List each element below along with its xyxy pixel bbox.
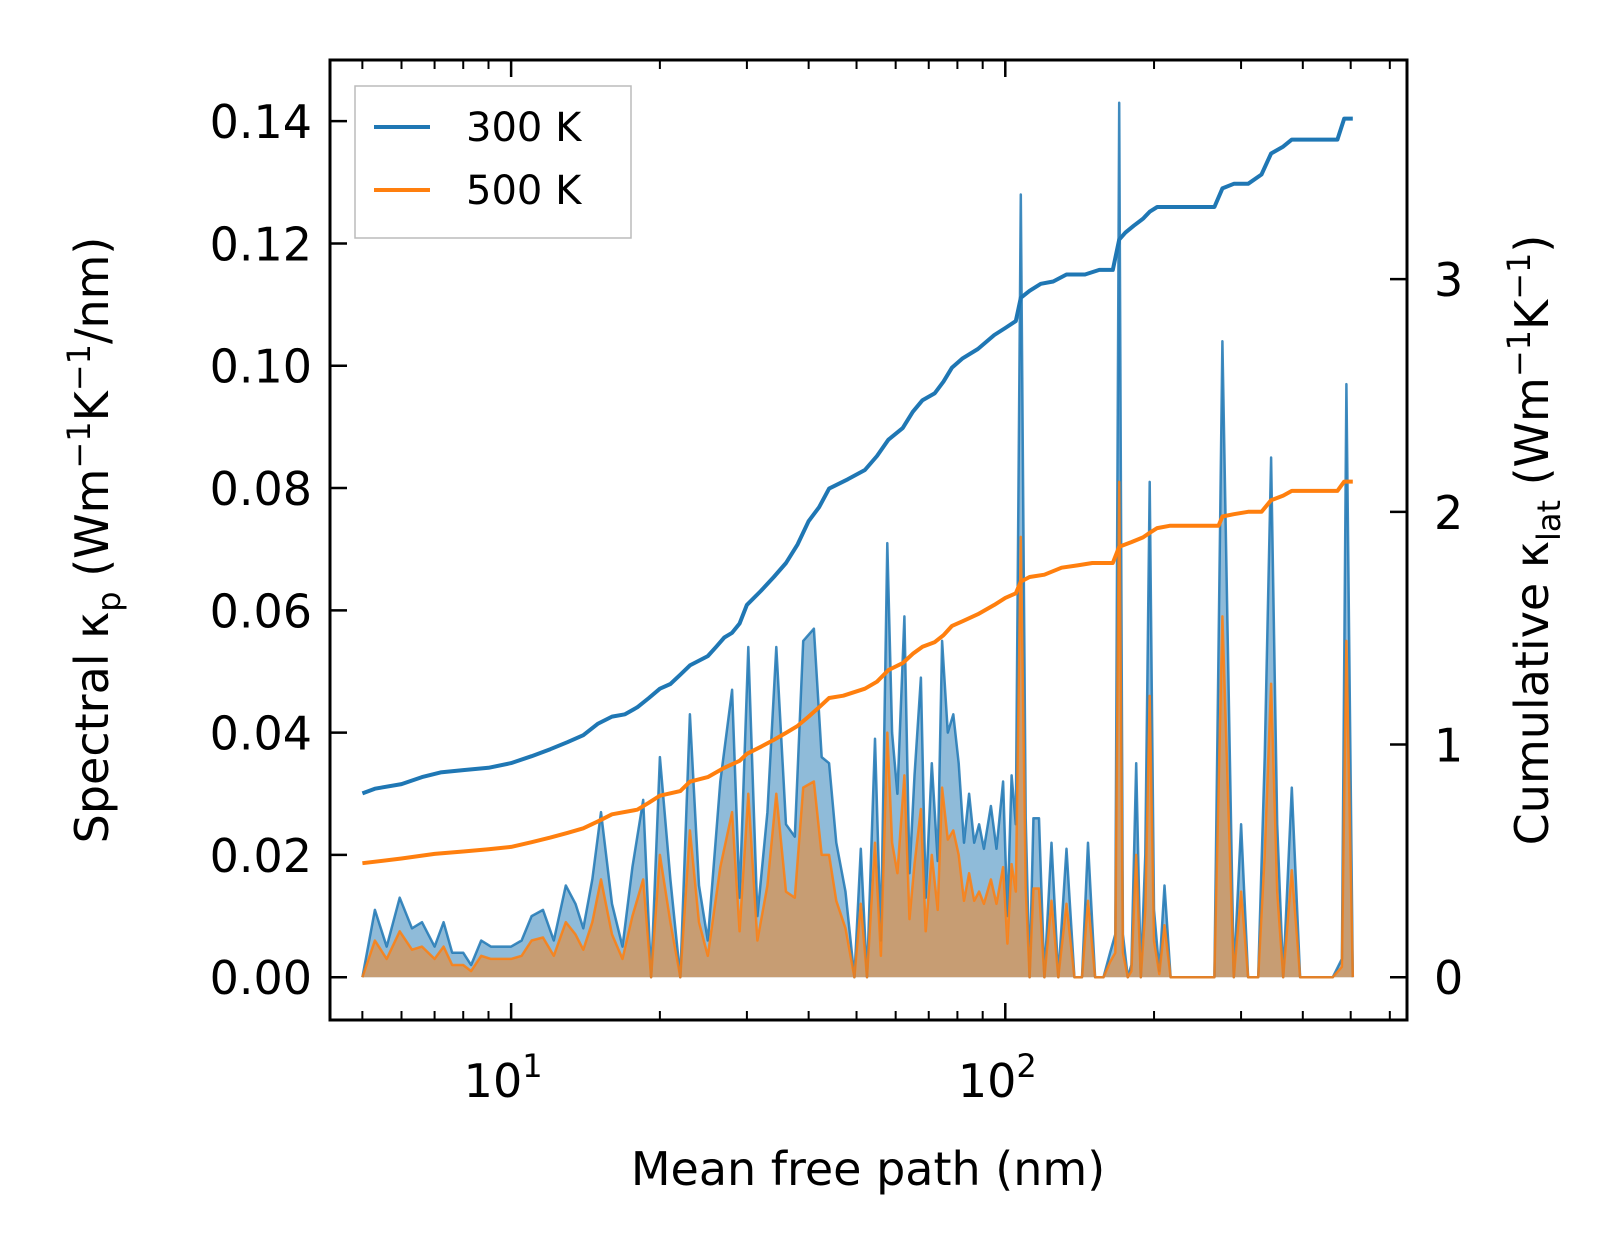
spectral-line-500k: [361, 480, 1355, 979]
right-y-axis: 0 1 2 3: [1390, 253, 1463, 1005]
left-y-tick-label: 0.12: [210, 217, 312, 271]
left-y-tick-label: 0.10: [210, 340, 312, 394]
legend: 300 K 500 K: [354, 85, 632, 239]
legend-label-500k: 500 K: [466, 168, 583, 214]
plot-frame: [328, 58, 1409, 1022]
cumulative-line-500k: [362, 479, 1353, 866]
left-y-tick-label: 0.08: [210, 462, 312, 516]
left-y-axis-label: Spectral κp (Wm−1K−1/nm): [60, 237, 128, 844]
spectral-lines: [361, 101, 1355, 979]
right-y-tick-label: 1: [1434, 719, 1463, 773]
left-y-tick-label: 0.06: [210, 584, 312, 638]
left-y-tick-label: 0.00: [210, 951, 312, 1005]
left-y-tick-label: 0.04: [210, 707, 312, 761]
left-y-axis: 0.00 0.02 0.04 0.06 0.08 0.10 0.12 0.14: [210, 95, 347, 1005]
legend-label-300k: 300 K: [466, 105, 583, 151]
x-axis-label: Mean free path (nm): [631, 1142, 1105, 1196]
right-y-tick-label: 0: [1434, 951, 1463, 1005]
cumulative-line-300k: [361, 116, 1353, 796]
right-y-axis-label: Cumulative κlat (Wm−1K−1): [1500, 235, 1568, 846]
x-tick-label: 102: [958, 1047, 1037, 1108]
cumulative-lines: [361, 116, 1353, 866]
left-y-tick-label: 0.14: [210, 95, 312, 149]
x-axis: 101 102: [361, 60, 1391, 1108]
left-y-tick-label: 0.02: [210, 829, 312, 883]
legend-frame: [354, 85, 632, 239]
right-y-tick-label: 3: [1434, 253, 1463, 307]
right-y-tick-label: 2: [1434, 486, 1463, 540]
x-tick-label: 101: [464, 1047, 543, 1108]
